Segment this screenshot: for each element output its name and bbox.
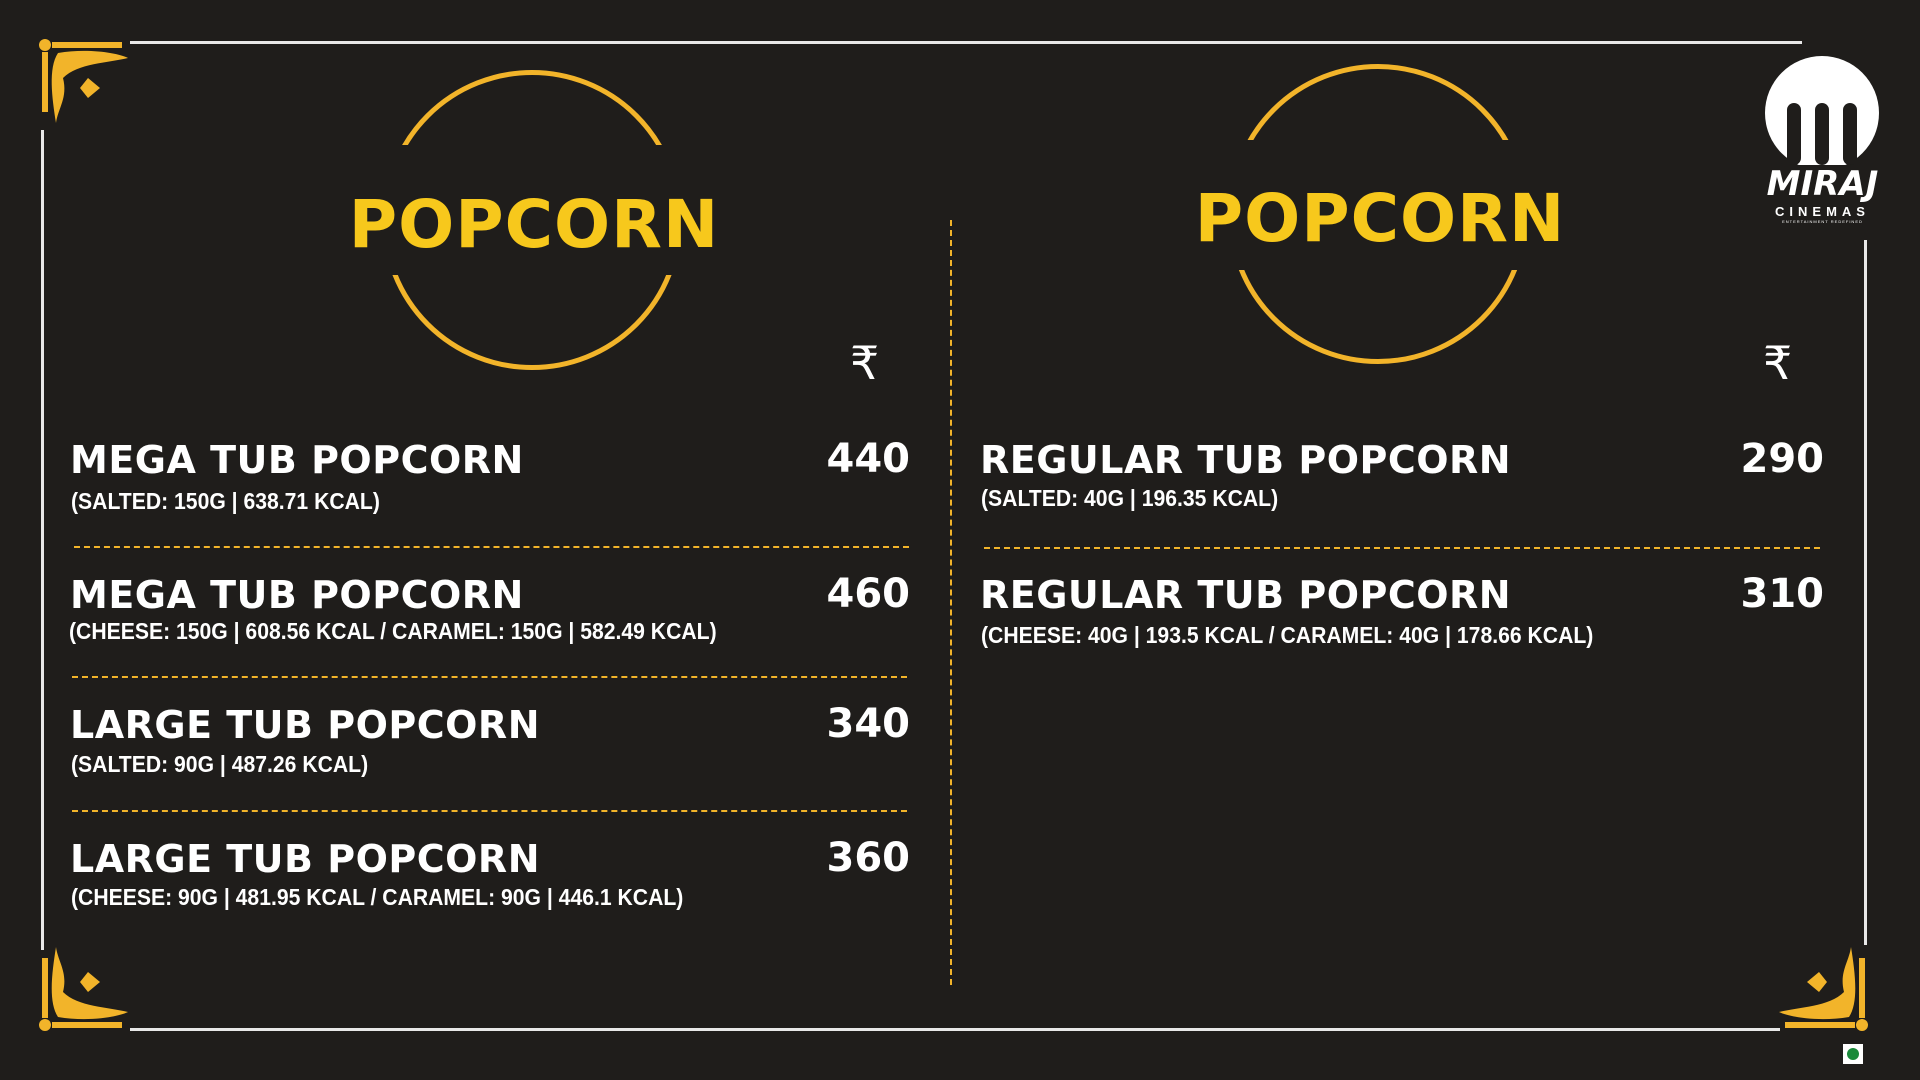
veg-mark-icon <box>1843 1044 1863 1064</box>
frame-top <box>130 41 1802 44</box>
item-name: LARGE TUB POPCORN <box>70 703 540 747</box>
item-detail: (CHEESE: 90G | 481.95 KCAL / CARAMEL: 90… <box>71 884 684 910</box>
ornament-corner-icon <box>39 947 129 1031</box>
item-price: 290 <box>1740 436 1825 482</box>
logo-emblem-icon <box>1765 56 1879 170</box>
item-price: 340 <box>826 701 911 747</box>
frame-left <box>41 130 44 950</box>
item-name: LARGE TUB POPCORN <box>70 837 540 881</box>
brand-logo: MIRAJ CINEMAS ENTERTAINMENT REDEFINED <box>1755 55 1890 240</box>
item-detail: (SALTED: 40G | 196.35 KCAL) <box>981 485 1279 511</box>
frame-bottom <box>130 1028 1780 1031</box>
item-price: 460 <box>826 571 911 617</box>
divider <box>72 676 907 678</box>
ornament-corner-icon <box>1779 947 1868 1031</box>
item-name: MEGA TUB POPCORN <box>70 573 524 617</box>
divider <box>74 546 909 548</box>
frame-right <box>1864 240 1867 945</box>
section-title: POPCORN <box>1194 180 1566 257</box>
currency-symbol: ₹ <box>1763 336 1793 390</box>
item-price: 440 <box>826 436 911 482</box>
column-divider <box>950 220 952 985</box>
item-name: REGULAR TUB POPCORN <box>980 573 1512 617</box>
divider <box>72 810 907 812</box>
currency-symbol: ₹ <box>850 336 880 390</box>
item-name: MEGA TUB POPCORN <box>70 438 524 482</box>
brand-name: MIRAJ <box>1766 164 1879 204</box>
divider <box>984 547 1820 549</box>
section-title: POPCORN <box>348 186 720 263</box>
item-name: REGULAR TUB POPCORN <box>980 438 1512 482</box>
brand-sub: CINEMAS <box>1775 204 1870 219</box>
brand-tagline: ENTERTAINMENT REDEFINED <box>1782 219 1863 224</box>
item-price: 310 <box>1740 571 1825 617</box>
item-detail: (CHEESE: 150G | 608.56 KCAL / CARAMEL: 1… <box>69 618 717 644</box>
item-detail: (SALTED: 90G | 487.26 KCAL) <box>71 751 369 777</box>
item-detail: (CHEESE: 40G | 193.5 KCAL / CARAMEL: 40G… <box>981 622 1594 648</box>
item-detail: (SALTED: 150G | 638.71 KCAL) <box>71 488 380 514</box>
item-price: 360 <box>826 835 911 881</box>
ornament-corner-icon <box>39 39 129 123</box>
